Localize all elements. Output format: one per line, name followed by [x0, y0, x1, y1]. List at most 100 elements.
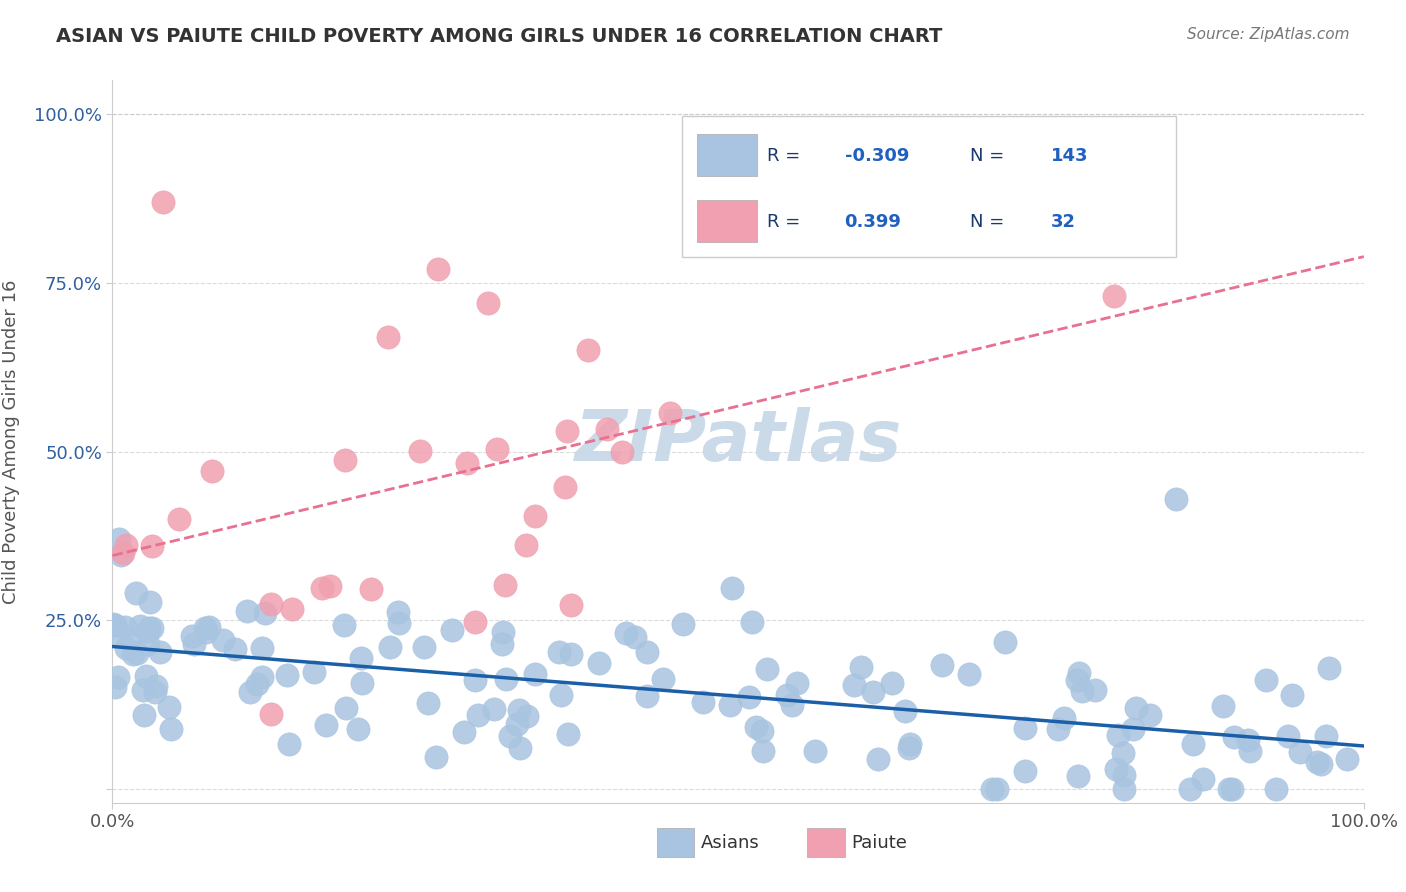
- Text: 0.399: 0.399: [845, 213, 901, 231]
- Point: [276, 668, 298, 682]
- Point: [302, 665, 325, 680]
- Point: [467, 707, 489, 722]
- Point: [557, 727, 579, 741]
- Point: [612, 444, 634, 458]
- Point: [1181, 737, 1204, 751]
- Point: [108, 532, 131, 546]
- Text: N =: N =: [970, 213, 1010, 231]
- Point: [110, 549, 132, 563]
- Point: [1112, 746, 1135, 760]
- Point: [157, 700, 180, 714]
- Point: [1212, 699, 1234, 714]
- Point: [692, 695, 714, 709]
- Point: [1281, 688, 1303, 702]
- Point: [491, 636, 513, 650]
- Point: [1066, 769, 1088, 783]
- Point: [897, 740, 920, 755]
- Point: [776, 688, 799, 702]
- Point: [1102, 289, 1125, 303]
- Point: [145, 679, 167, 693]
- Point: [1053, 711, 1076, 725]
- Point: [114, 538, 136, 552]
- Point: [1066, 673, 1088, 688]
- Point: [1254, 673, 1277, 687]
- Point: [136, 637, 159, 651]
- Point: [957, 666, 980, 681]
- Point: [1084, 683, 1107, 698]
- Point: [239, 685, 262, 699]
- Point: [894, 704, 917, 718]
- Point: [311, 581, 333, 595]
- Point: [786, 676, 808, 690]
- Point: [560, 599, 582, 613]
- Point: [409, 443, 432, 458]
- Point: [637, 645, 659, 659]
- Point: [1077, 228, 1099, 243]
- Point: [252, 670, 274, 684]
- Point: [495, 672, 517, 686]
- Point: [387, 606, 409, 620]
- Point: [1317, 661, 1340, 675]
- Point: [1071, 683, 1094, 698]
- Point: [614, 626, 637, 640]
- Point: [333, 453, 356, 467]
- Y-axis label: Child Poverty Among Girls Under 16: Child Poverty Among Girls Under 16: [3, 279, 20, 604]
- Text: Asians: Asians: [700, 833, 759, 852]
- Point: [849, 659, 872, 673]
- Point: [1046, 722, 1069, 736]
- FancyBboxPatch shape: [697, 134, 756, 176]
- FancyBboxPatch shape: [682, 117, 1177, 257]
- Point: [523, 667, 546, 681]
- Text: R =: R =: [766, 213, 806, 231]
- Point: [738, 690, 761, 704]
- Point: [1107, 728, 1129, 742]
- Point: [201, 464, 224, 478]
- Point: [1192, 772, 1215, 786]
- Point: [623, 630, 645, 644]
- Point: [149, 645, 172, 659]
- Point: [550, 688, 572, 702]
- Point: [181, 629, 204, 643]
- Point: [115, 640, 138, 655]
- Point: [506, 716, 529, 731]
- Point: [103, 616, 125, 631]
- Point: [103, 618, 125, 632]
- Point: [260, 597, 283, 611]
- Point: [377, 330, 399, 344]
- Point: [882, 676, 904, 690]
- Point: [254, 606, 277, 620]
- Point: [388, 616, 411, 631]
- Point: [456, 456, 478, 470]
- Point: [1139, 707, 1161, 722]
- Point: [595, 422, 617, 436]
- Point: [236, 604, 259, 618]
- Point: [360, 582, 382, 596]
- Point: [1218, 782, 1240, 797]
- Point: [1289, 745, 1312, 759]
- Point: [333, 618, 356, 632]
- Point: [250, 640, 273, 655]
- Point: [499, 729, 522, 743]
- Point: [1105, 762, 1128, 776]
- Point: [1309, 757, 1331, 772]
- Point: [194, 621, 217, 635]
- Point: [981, 782, 1004, 797]
- Point: [1014, 764, 1036, 778]
- Point: [380, 640, 402, 654]
- FancyBboxPatch shape: [657, 828, 695, 857]
- Point: [636, 690, 658, 704]
- Point: [477, 296, 499, 310]
- Point: [560, 647, 582, 661]
- Point: [780, 698, 803, 712]
- Point: [868, 752, 890, 766]
- Point: [1125, 701, 1147, 715]
- Point: [548, 645, 571, 659]
- Point: [453, 724, 475, 739]
- Text: R =: R =: [766, 147, 806, 165]
- Point: [842, 678, 865, 692]
- Point: [1178, 782, 1201, 797]
- Point: [246, 676, 269, 690]
- Point: [1336, 752, 1358, 766]
- Point: [425, 749, 447, 764]
- Point: [862, 684, 884, 698]
